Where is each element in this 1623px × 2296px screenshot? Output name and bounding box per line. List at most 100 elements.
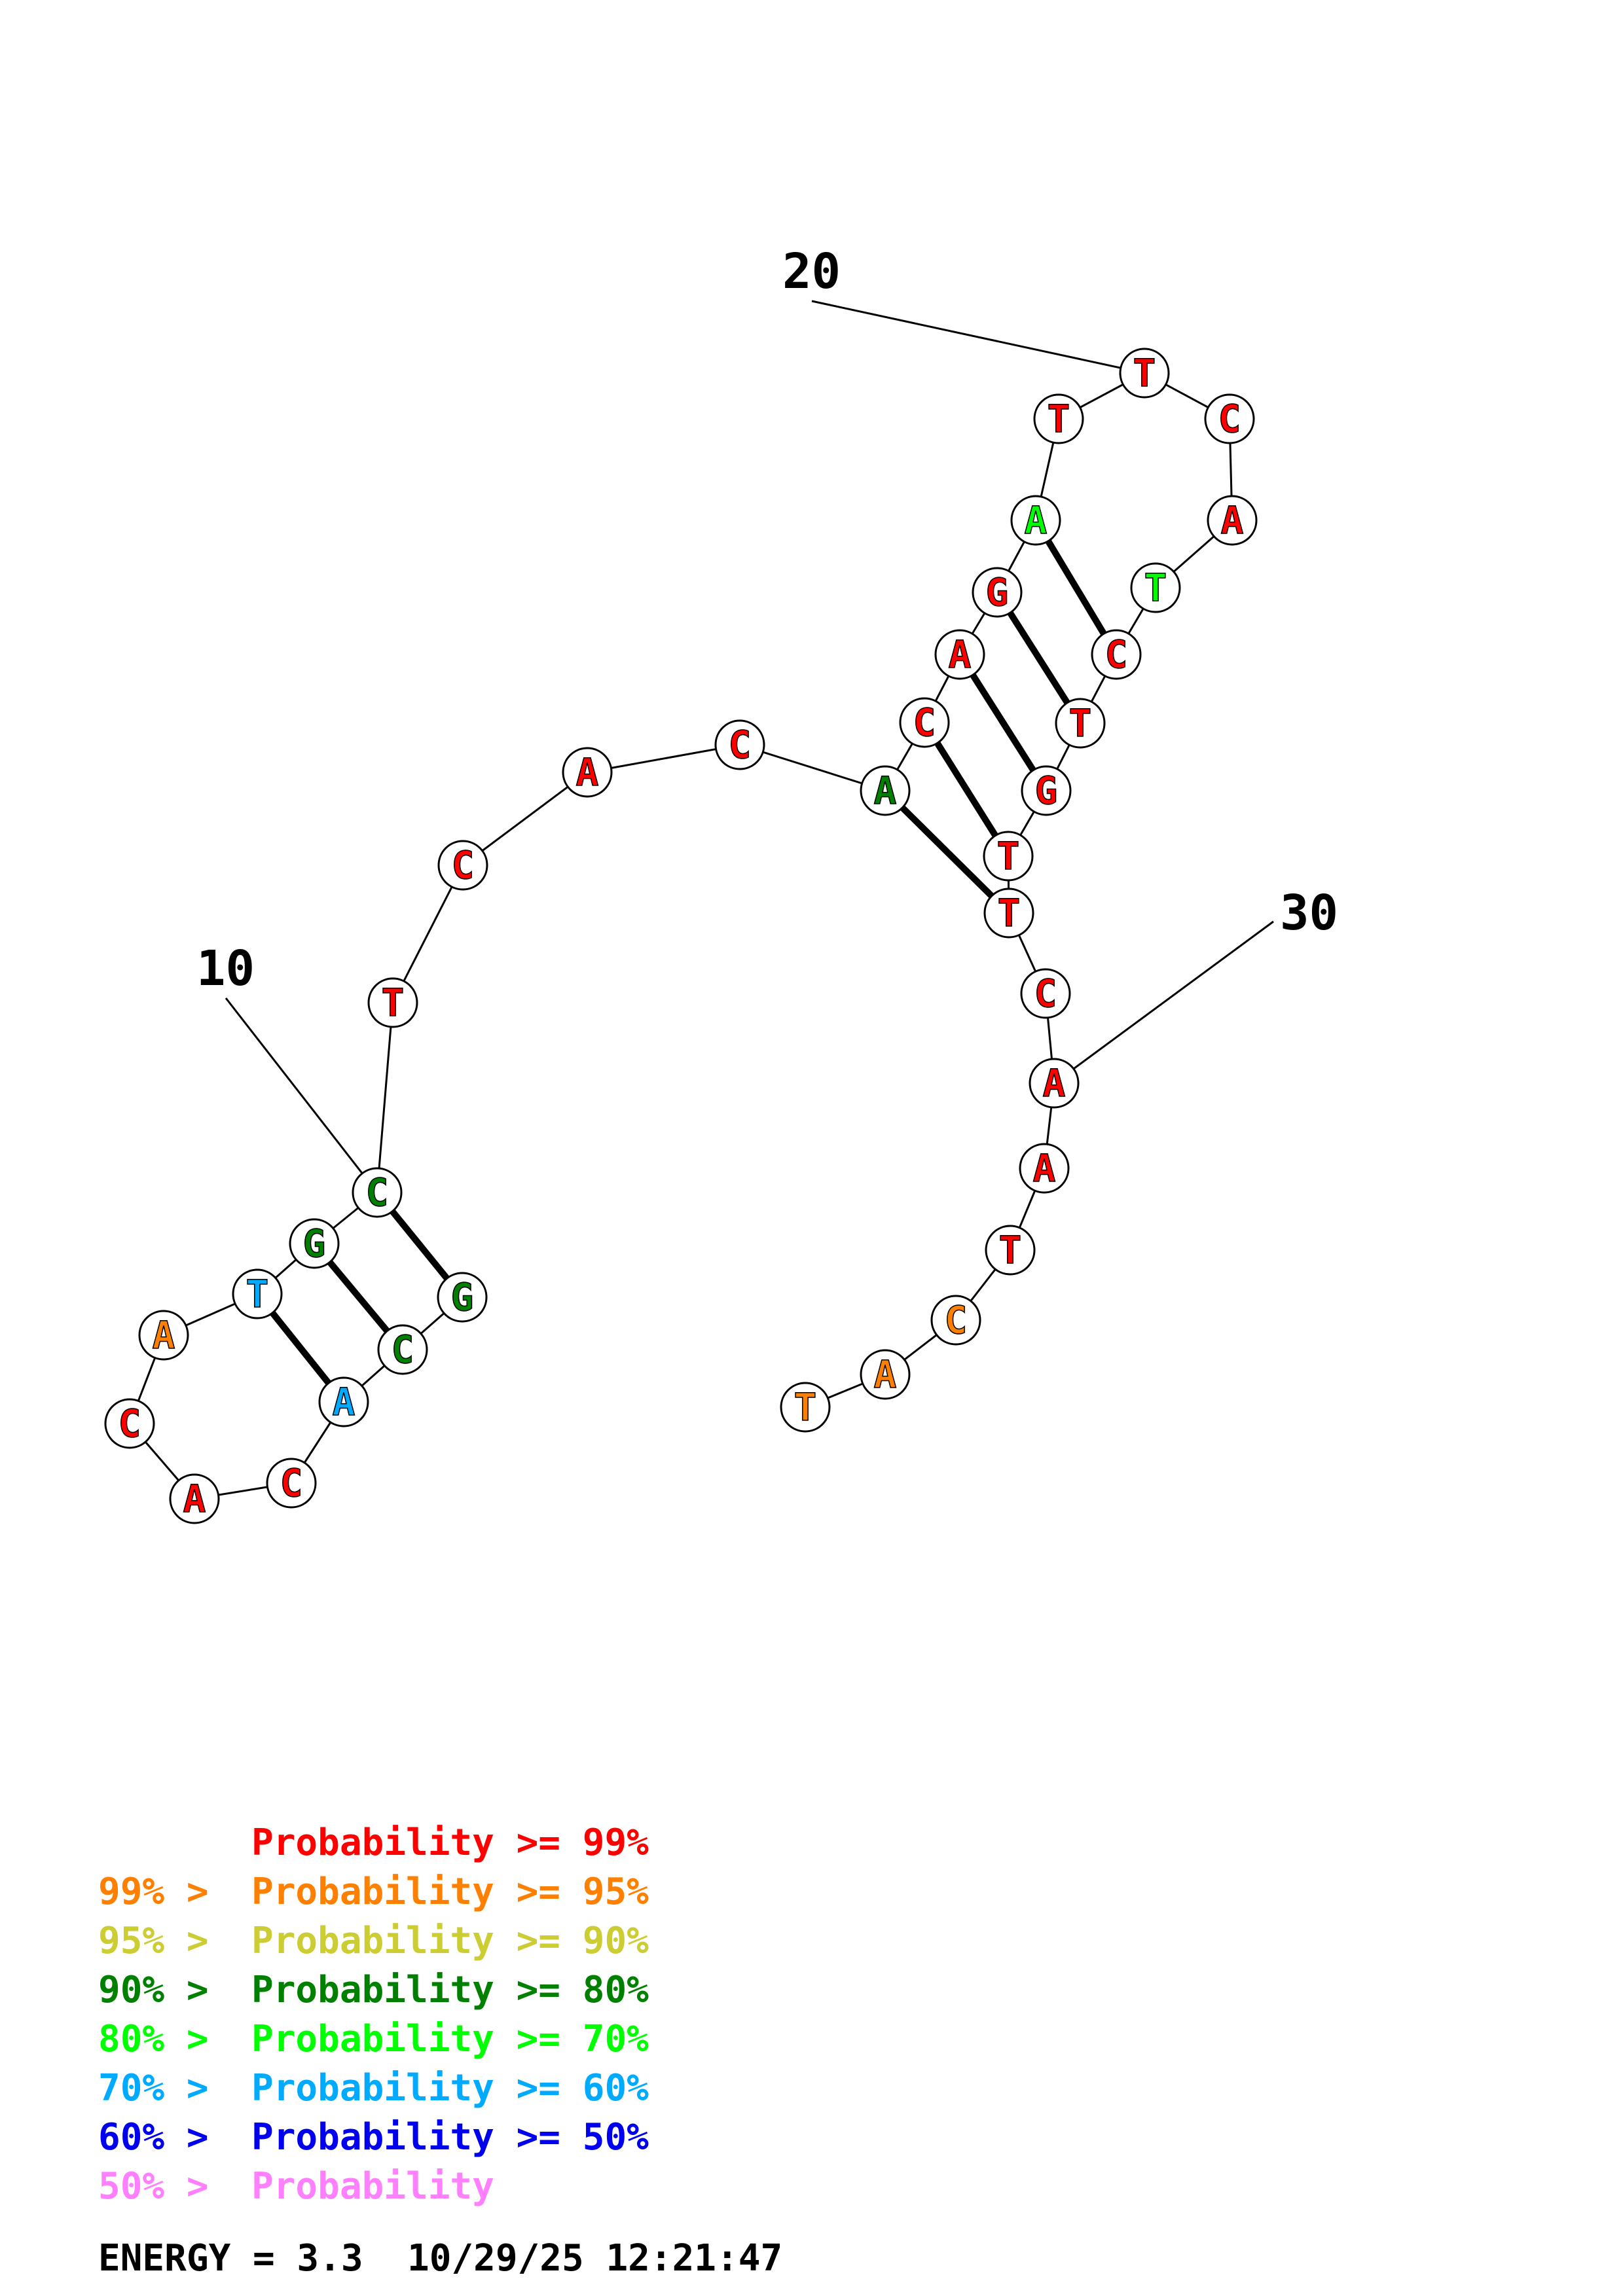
nucleotide-base: C: [729, 723, 752, 767]
nucleotide-circle: [1091, 629, 1142, 680]
timestamp: 10/29/25 12:21:47: [407, 2237, 783, 2280]
nucleotide-base: G: [986, 570, 1009, 615]
nucleotide-base: A: [1043, 1061, 1066, 1105]
nucleotide-22: A: [860, 765, 911, 816]
nucleotide-15: C: [1204, 393, 1255, 444]
nucleotide-circle: [1010, 495, 1061, 546]
nucleotide-base: C: [392, 1327, 414, 1372]
nucleotide-base: C: [1034, 971, 1057, 1016]
nucleotide-8: T: [983, 888, 1034, 939]
nucleotide-base: G: [1035, 768, 1058, 813]
legend-prefix: 95% >: [98, 1920, 231, 1962]
nucleotide-19: G: [972, 567, 1023, 618]
legend-prefix: 70% >: [98, 2067, 231, 2109]
nucleotide-circle: [1020, 968, 1071, 1019]
nucleotide-base: G: [303, 1221, 326, 1266]
legend-prefix: 90% >: [98, 1969, 231, 2011]
nucleotide-base: C: [119, 1401, 141, 1446]
nucleotide-circle: [104, 1398, 155, 1449]
nucleotide-circle: [138, 1310, 189, 1361]
nucleotide-circle: [985, 1225, 1036, 1276]
base-pair-bond: [883, 788, 1012, 916]
nucleotide-circle: [780, 1382, 831, 1433]
legend-text: Probability >= 80%: [251, 1969, 649, 2011]
nucleotide-base: T: [1069, 701, 1092, 745]
base-pair-bond: [1032, 518, 1120, 656]
nucleotide-base: A: [874, 1352, 897, 1397]
backbone-link: [462, 771, 588, 867]
nucleotide-14: A: [1207, 495, 1258, 546]
nucleotide-18: A: [1010, 495, 1061, 546]
backbone-link: [376, 1002, 394, 1193]
legend-prefix: 60% >: [98, 2116, 231, 2159]
base-pair-bond: [921, 721, 1012, 858]
nucleotide-base: C: [280, 1461, 303, 1505]
nucleotide-base: C: [1218, 397, 1241, 441]
nucleotide-circle: [318, 1376, 369, 1427]
nucleotide-circle: [1130, 562, 1181, 613]
nucleotide-circle: [437, 1272, 488, 1323]
position-label-10: 10: [196, 941, 255, 997]
nucleotide-circle: [1021, 765, 1072, 816]
nucleotide-base: T: [999, 1228, 1022, 1272]
nucleotide-3: C: [930, 1295, 981, 1346]
nucleotide-circle: [377, 1324, 428, 1375]
nucleotide-base: A: [153, 1313, 175, 1357]
nucleotide-base: A: [1025, 498, 1048, 543]
nucleotide-base: A: [949, 632, 972, 677]
nucleotide-1: T: [780, 1382, 831, 1433]
nucleotide-9: T: [983, 831, 1034, 882]
nucleotide-circle: [1204, 393, 1255, 444]
nucleotide-29: T: [232, 1268, 283, 1319]
nucleotide-circle: [972, 567, 1023, 618]
nucleotide-base: A: [874, 768, 897, 813]
nucleotide-31: C: [104, 1398, 155, 1449]
legend-text: Probability >= 70%: [251, 2018, 649, 2060]
base-pair-bond: [957, 653, 1049, 793]
legend-row: Probability >= 99%: [98, 1818, 649, 1867]
legend-row: 50% > Probability: [98, 2162, 649, 2211]
nucleotide-base: C: [366, 1170, 389, 1215]
nucleotide-base: A: [1221, 498, 1244, 543]
legend-prefix: 80% >: [98, 2018, 231, 2060]
legend-row: 60% > Probability >= 50%: [98, 2113, 649, 2162]
nucleotide-base: T: [1144, 565, 1167, 610]
nucleotide-base: T: [382, 980, 405, 1025]
legend-prefix: 50% >: [98, 2165, 231, 2208]
nucleotide-13: T: [1130, 562, 1181, 613]
nucleotide-base: A: [576, 750, 599, 795]
position-label-30: 30: [1280, 885, 1338, 941]
nucleotide-circle: [289, 1218, 340, 1269]
nucleotide-24: A: [562, 747, 613, 798]
nucleotide-5: A: [1019, 1143, 1070, 1194]
footer: ENERGY = 3.3 10/29/25 12:21:47: [98, 2237, 782, 2280]
nucleotide-20: A: [934, 629, 985, 680]
base-pair-bonds: [255, 518, 1120, 1405]
position-label-leader: [225, 997, 378, 1193]
nucleotide-2: A: [860, 1349, 911, 1400]
nucleotide-25: C: [437, 840, 488, 891]
nucleotide-base: C: [913, 700, 936, 745]
nucleotide-base: T: [794, 1385, 817, 1429]
nucleotide-base: T: [246, 1272, 269, 1316]
legend-text: Probability >= 50%: [251, 2116, 649, 2159]
nucleotide-33: C: [266, 1458, 317, 1509]
nucleotide-36: G: [437, 1272, 488, 1323]
nucleotide-21: C: [899, 697, 950, 748]
legend-text: Probability >= 99%: [251, 1821, 649, 1864]
nucleotide-base: T: [1048, 397, 1070, 441]
backbone-link: [739, 744, 886, 792]
nucleotide-4: T: [985, 1225, 1036, 1276]
nucleotide-12: C: [1091, 629, 1142, 680]
nucleotide-circle: [934, 629, 985, 680]
probability-legend: Probability >= 99% 99% > Probability >= 9…: [98, 1818, 649, 2211]
legend-row: 90% > Probability >= 80%: [98, 1965, 649, 2015]
nucleotide-base: A: [333, 1380, 356, 1424]
nucleotide-circle: [367, 977, 418, 1028]
nucleotide-base: T: [997, 834, 1020, 878]
nucleotide-circle: [562, 747, 613, 798]
nucleotide-32: A: [169, 1473, 220, 1524]
nucleotide-circle: [714, 719, 765, 770]
nucleotide-34: A: [318, 1376, 369, 1427]
nucleotide-circle: [169, 1473, 220, 1524]
